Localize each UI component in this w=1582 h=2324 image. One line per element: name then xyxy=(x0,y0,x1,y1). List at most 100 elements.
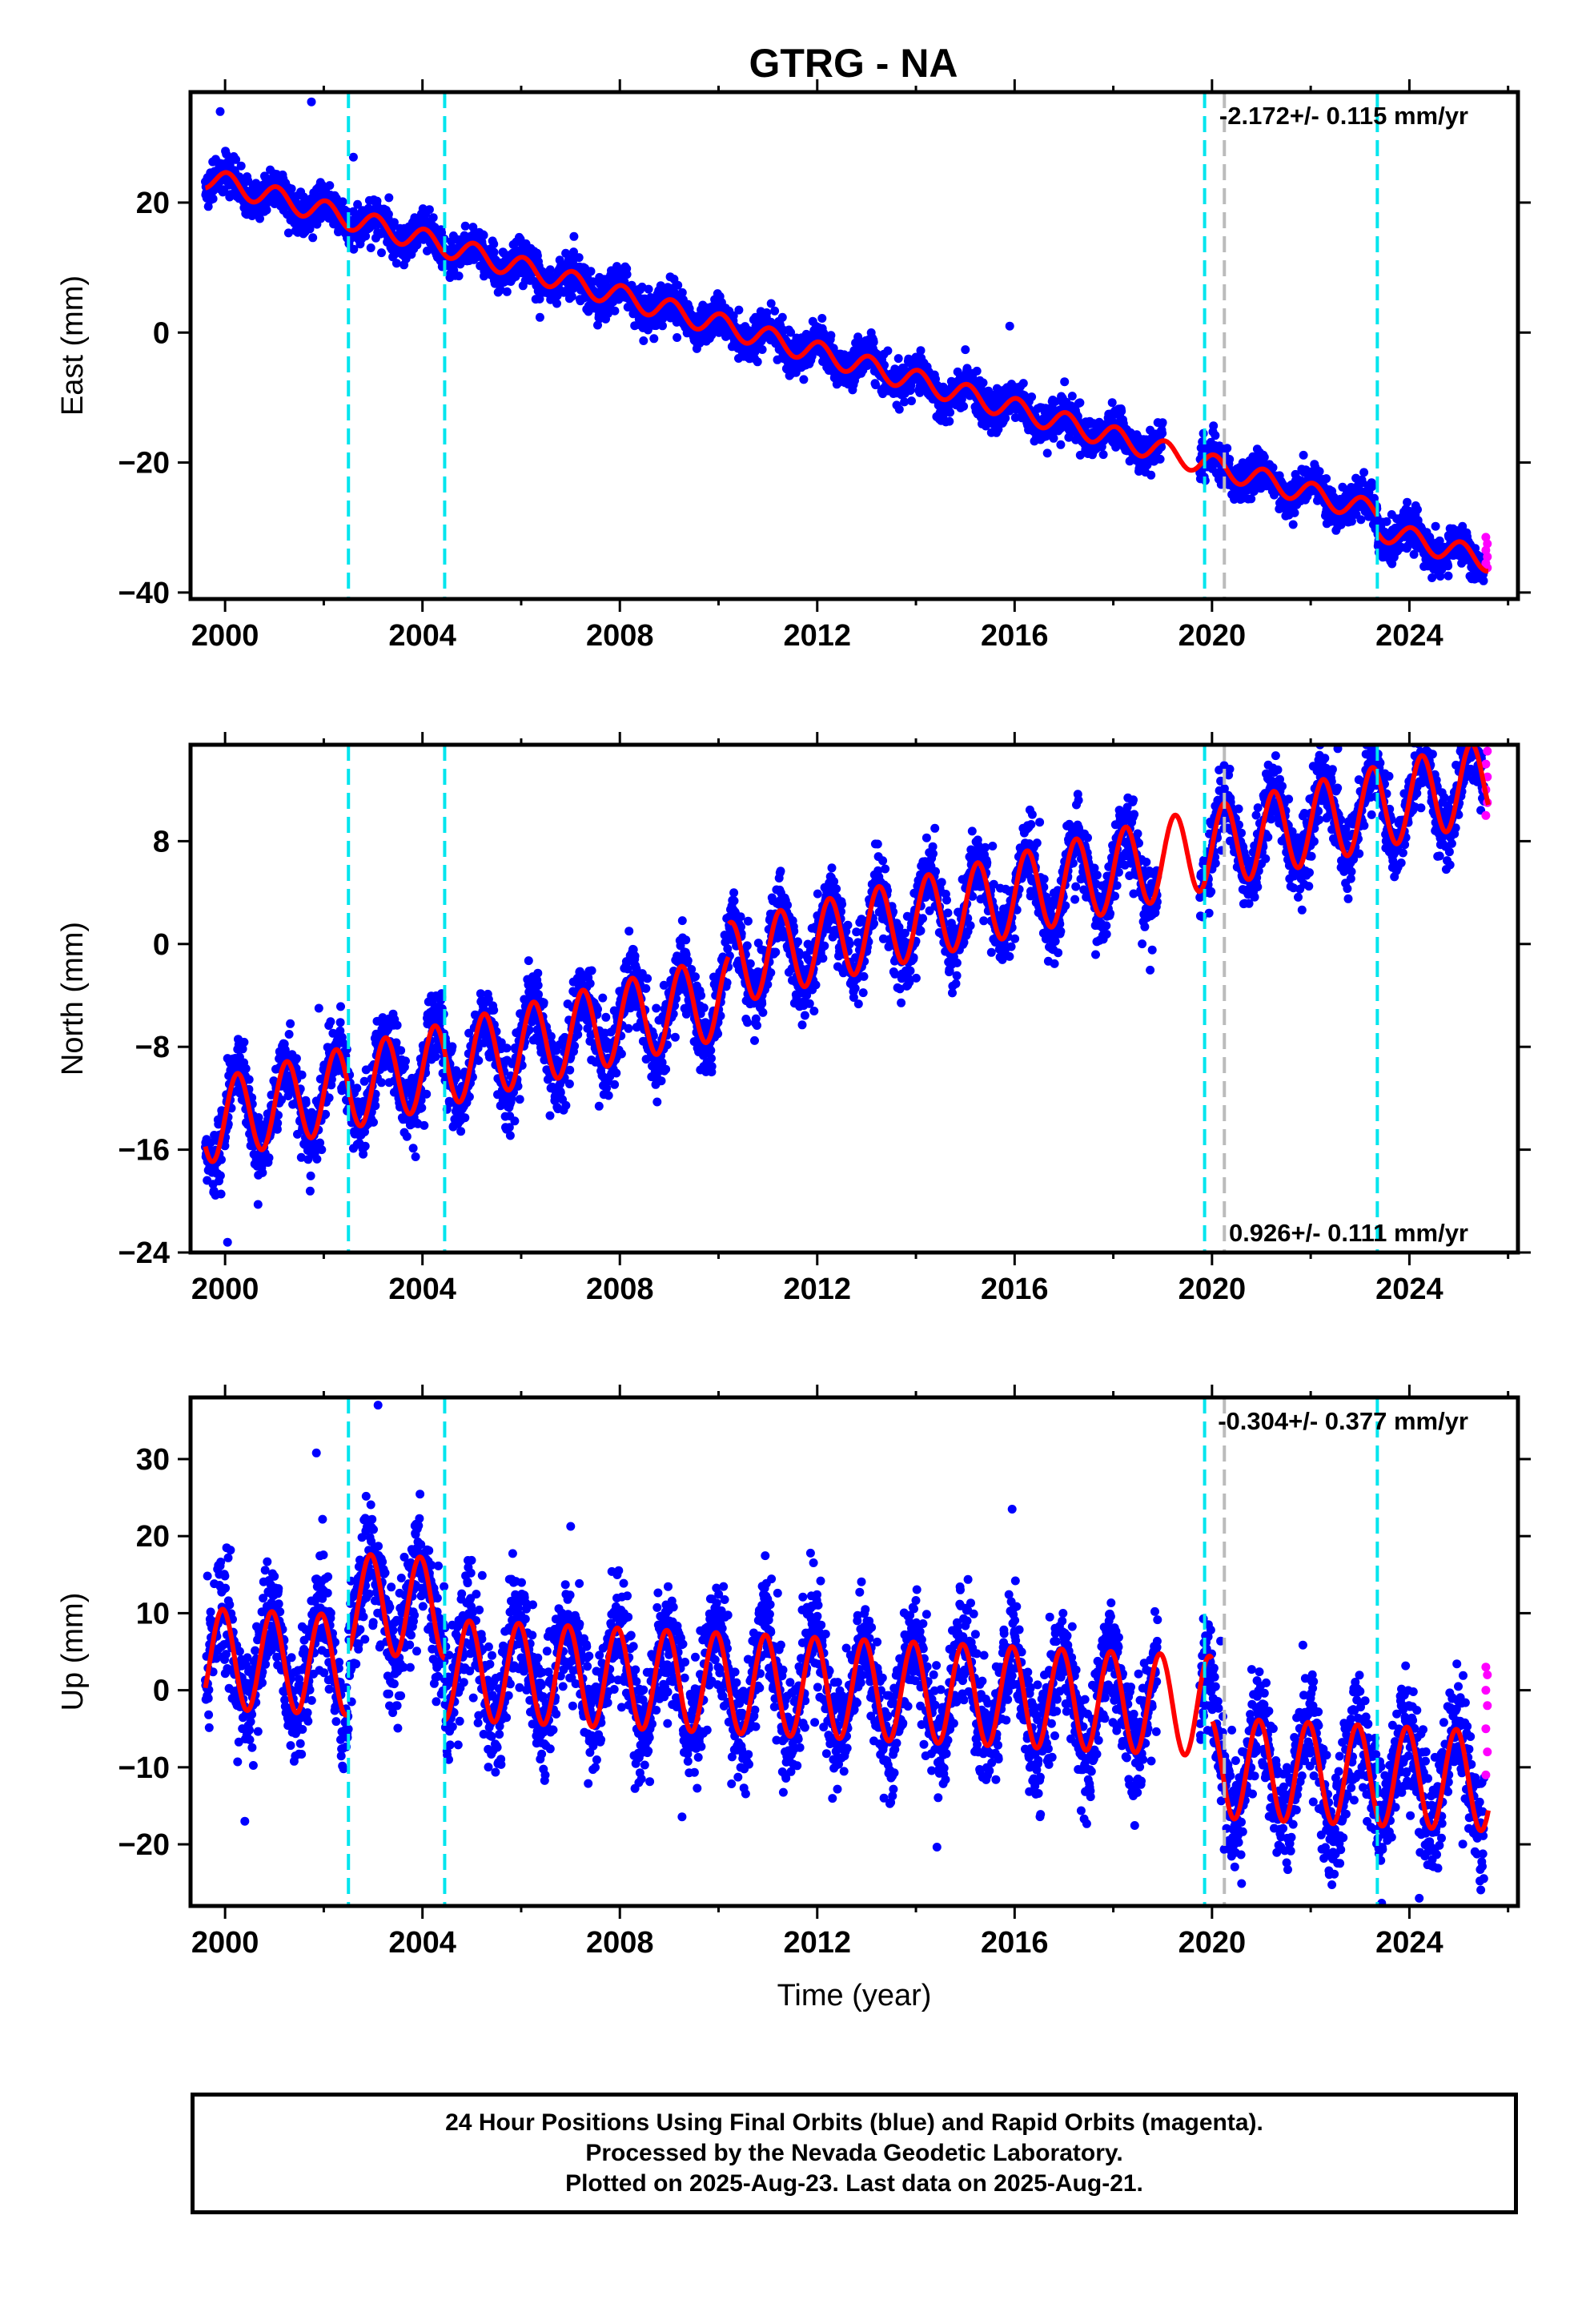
y-tick-label: 20 xyxy=(136,187,170,220)
final-orbit-point xyxy=(707,329,717,339)
final-orbit-point xyxy=(389,218,399,227)
final-orbit-point xyxy=(945,416,954,426)
final-orbit-point xyxy=(1315,467,1324,476)
final-orbit-point xyxy=(1403,497,1412,507)
final-orbit-point xyxy=(361,231,371,241)
north-final-orbit-points xyxy=(201,745,1489,1247)
final-orbit-point xyxy=(666,313,675,323)
final-orbit-point xyxy=(1018,379,1028,388)
final-orbit-point xyxy=(489,239,499,249)
chart-title: GTRG - NA xyxy=(749,41,958,86)
final-orbit-point xyxy=(734,305,744,315)
final-orbit-point xyxy=(1209,421,1219,431)
final-orbit-point xyxy=(677,287,687,297)
x-tick-label: 2008 xyxy=(586,619,654,653)
final-orbit-point xyxy=(535,294,544,304)
final-orbit-point xyxy=(371,1101,380,1111)
final-orbit-point xyxy=(411,1152,420,1161)
final-orbit-point xyxy=(1158,428,1167,438)
final-orbit-point xyxy=(978,378,988,388)
final-orbit-point xyxy=(372,196,382,206)
final-orbit-point xyxy=(586,267,596,276)
final-orbit-point xyxy=(799,375,809,384)
final-orbit-point xyxy=(673,280,683,290)
final-orbit-point xyxy=(770,306,780,316)
final-orbit-point xyxy=(326,1017,335,1027)
final-orbit-point xyxy=(383,210,393,219)
final-orbit-point xyxy=(1067,392,1077,401)
final-orbit-point xyxy=(241,1063,251,1073)
final-orbit-point xyxy=(391,259,401,268)
final-orbit-point xyxy=(1367,482,1377,492)
final-orbit-point xyxy=(1288,520,1298,529)
final-orbit-point xyxy=(479,231,488,240)
final-orbit-point xyxy=(552,299,561,308)
final-orbit-point xyxy=(336,1002,345,1011)
final-orbit-point xyxy=(1060,377,1070,387)
final-orbit-point xyxy=(308,233,318,243)
final-orbit-point xyxy=(1107,398,1117,408)
final-orbit-point xyxy=(649,334,659,344)
final-orbit-point xyxy=(297,1070,307,1080)
final-orbit-point xyxy=(1049,433,1058,443)
final-orbit-point xyxy=(306,1171,315,1180)
final-orbit-point xyxy=(658,321,667,331)
final-orbit-point xyxy=(972,366,982,376)
final-orbit-point xyxy=(384,193,394,203)
final-orbit-point xyxy=(1413,505,1422,514)
final-orbit-point xyxy=(262,205,271,215)
final-orbit-point xyxy=(916,346,926,356)
final-orbit-point xyxy=(408,1144,418,1153)
final-orbit-point xyxy=(883,346,893,356)
final-orbit-point xyxy=(1359,468,1369,477)
final-orbit-point xyxy=(208,194,218,203)
y-tick-label: −40 xyxy=(118,577,170,610)
final-orbit-point xyxy=(817,314,827,323)
final-orbit-point xyxy=(402,1132,412,1141)
final-orbit-point xyxy=(567,292,576,301)
final-orbit-point xyxy=(424,205,434,215)
final-orbit-point xyxy=(1443,561,1453,571)
final-orbit-point xyxy=(396,1046,406,1055)
final-orbit-point xyxy=(325,181,335,191)
final-orbit-point xyxy=(610,306,620,316)
final-orbit-point xyxy=(243,176,253,186)
final-orbit-point xyxy=(412,240,422,250)
final-orbit-point xyxy=(301,1098,311,1108)
final-orbit-point xyxy=(203,202,213,211)
final-orbit-point xyxy=(338,197,347,207)
final-orbit-point xyxy=(762,308,772,317)
final-orbit-point xyxy=(1027,392,1037,402)
x-tick-label: 2004 xyxy=(388,619,456,653)
north-plot-area xyxy=(201,745,1492,1252)
final-orbit-point xyxy=(231,155,241,164)
final-orbit-point xyxy=(946,408,955,417)
final-orbit-point xyxy=(348,152,358,162)
east-y-axis-label: East (mm) xyxy=(56,275,90,416)
final-orbit-point xyxy=(253,1200,263,1209)
final-orbit-point xyxy=(360,1141,370,1151)
final-orbit-point xyxy=(1443,571,1453,581)
final-orbit-point xyxy=(729,311,738,320)
final-orbit-point xyxy=(352,1084,362,1093)
final-orbit-point xyxy=(317,1145,327,1155)
final-orbit-point xyxy=(284,1030,294,1039)
final-orbit-point xyxy=(222,150,231,159)
final-orbit-point xyxy=(826,331,836,340)
final-orbit-point xyxy=(593,320,602,330)
final-orbit-point xyxy=(569,231,579,241)
final-orbit-point xyxy=(454,271,464,281)
final-orbit-point xyxy=(894,404,904,414)
final-orbit-point xyxy=(869,337,878,347)
final-orbit-point xyxy=(1211,431,1220,440)
final-orbit-point xyxy=(349,244,359,254)
final-orbit-point xyxy=(273,1119,283,1128)
final-orbit-point xyxy=(603,309,612,319)
final-orbit-point xyxy=(307,97,316,107)
final-orbit-point xyxy=(366,243,375,252)
x-tick-label: 2000 xyxy=(191,619,259,653)
final-orbit-point xyxy=(291,1054,301,1063)
final-orbit-point xyxy=(1098,450,1108,460)
final-orbit-point xyxy=(1056,440,1066,449)
